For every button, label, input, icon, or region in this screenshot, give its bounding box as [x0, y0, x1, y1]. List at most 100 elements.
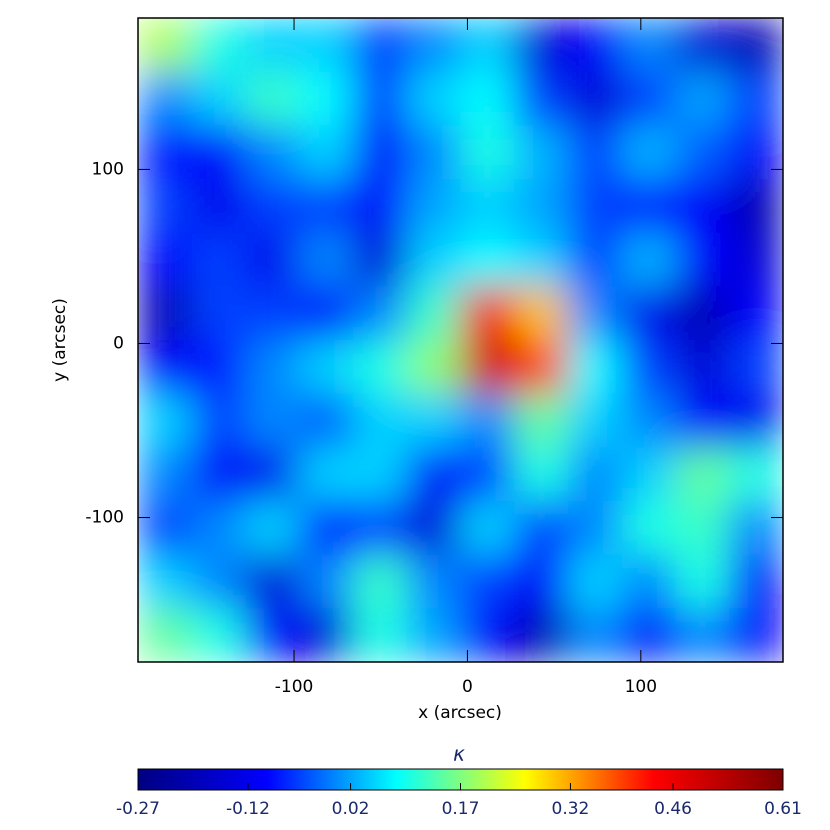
colorbar-tick-label: 0.61 [764, 799, 802, 819]
colorbar-tick-label: -0.12 [226, 799, 270, 819]
heatmap-cell [299, 71, 354, 126]
heatmap-cell [460, 608, 515, 662]
heatmap-cell [138, 608, 193, 662]
heatmap-cell [138, 179, 193, 234]
plot-frame [137, 17, 784, 663]
heatmap-cell [568, 340, 623, 395]
heatmap-cell [191, 554, 246, 609]
heatmap-cell [729, 71, 783, 126]
heatmap-cell [406, 286, 461, 341]
heatmap-cell [299, 232, 354, 287]
heatmap-cell [138, 340, 193, 395]
heatmap-cell [299, 286, 354, 341]
colorbar-tick-label: -0.27 [116, 799, 160, 819]
heatmap-cell [621, 393, 676, 448]
heatmap-cell [353, 125, 408, 180]
heatmap-cell [621, 286, 676, 341]
heatmap-cell [568, 554, 623, 609]
heatmap-cell [568, 286, 623, 341]
heatmap-cell [245, 286, 300, 341]
heatmap-cell [460, 179, 515, 234]
heatmap-cell [621, 608, 676, 662]
heatmap-cell [299, 393, 354, 448]
heatmap-cell [729, 125, 783, 180]
heatmap-cell [406, 393, 461, 448]
heatmap-cell [191, 18, 246, 73]
heatmap-cell [406, 179, 461, 234]
heatmap-cell [460, 501, 515, 556]
heatmap-cell [514, 179, 569, 234]
heatmap-cell [514, 18, 569, 73]
heatmap-cell [299, 125, 354, 180]
heatmap-cell [675, 393, 730, 448]
heatmap-cell [406, 501, 461, 556]
heatmap-cell [191, 501, 246, 556]
heatmap-cell [729, 179, 783, 234]
heatmap-cell [675, 232, 730, 287]
heatmap-cell [138, 286, 193, 341]
heatmap-cell [191, 71, 246, 126]
heatmap-cell [675, 71, 730, 126]
heatmap-cell [245, 71, 300, 126]
heatmap-cell [191, 608, 246, 662]
heatmap-cell [406, 125, 461, 180]
heatmap-cell [353, 18, 408, 73]
heatmap-cell [138, 554, 193, 609]
heatmap-cell [245, 179, 300, 234]
heatmap-cell [568, 393, 623, 448]
heatmap-cell [406, 340, 461, 395]
heatmap-cell [191, 125, 246, 180]
heatmap-cell [460, 286, 515, 341]
heatmap-cell [514, 608, 569, 662]
heatmap-cell [353, 232, 408, 287]
heatmap-cell [353, 340, 408, 395]
heatmap-cell [568, 125, 623, 180]
heatmap-cell [353, 71, 408, 126]
heatmap-cell [729, 608, 783, 662]
heatmap-cell [245, 18, 300, 73]
heatmap-cell [245, 340, 300, 395]
heatmap-cell [460, 232, 515, 287]
heatmap-cell [353, 447, 408, 502]
heatmap-cell [191, 286, 246, 341]
heatmap-cell [460, 393, 515, 448]
heatmap-cells [138, 18, 783, 662]
heatmap-cell [514, 340, 569, 395]
heatmap-cell [245, 232, 300, 287]
heatmap-cell [568, 18, 623, 73]
heatmap-cell [138, 447, 193, 502]
heatmap-cell [514, 125, 569, 180]
heatmap-cell [621, 232, 676, 287]
colorbar-tick-label: 0.17 [442, 799, 480, 819]
heatmap-cell [514, 393, 569, 448]
heatmap-area [138, 18, 783, 662]
heatmap-cell [675, 340, 730, 395]
heatmap-cell [460, 18, 515, 73]
heatmap-cell [568, 608, 623, 662]
heatmap-cell [729, 18, 783, 73]
heatmap-cell [406, 608, 461, 662]
heatmap-cell [514, 286, 569, 341]
heatmap-cell [675, 447, 730, 502]
heatmap-cell [299, 18, 354, 73]
heatmap-cell [675, 179, 730, 234]
heatmap-cell [675, 18, 730, 73]
heatmap-cell [621, 447, 676, 502]
heatmap-cell [675, 608, 730, 662]
heatmap-cell [568, 501, 623, 556]
heatmap-cell [299, 554, 354, 609]
heatmap-cell [621, 501, 676, 556]
heatmap-cell [138, 232, 193, 287]
heatmap-cell [353, 608, 408, 662]
heatmap-cell [245, 125, 300, 180]
heatmap-cell [138, 125, 193, 180]
heatmap-cell [568, 179, 623, 234]
heatmap-cell [621, 71, 676, 126]
heatmap-cell [621, 554, 676, 609]
heatmap-cell [729, 447, 783, 502]
heatmap-cell [406, 232, 461, 287]
heatmap-cell [191, 179, 246, 234]
x-tick-label: -100 [275, 677, 314, 697]
heatmap-cell [460, 447, 515, 502]
